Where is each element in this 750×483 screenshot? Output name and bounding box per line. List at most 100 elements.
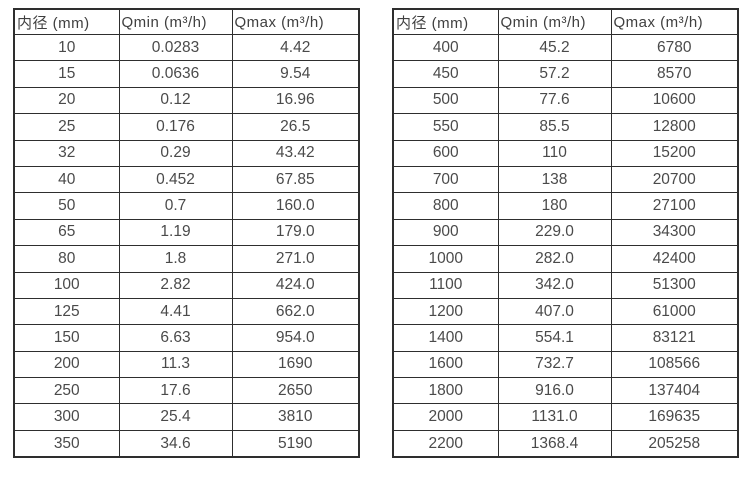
cell-qmin: 1368.4 [497, 429, 612, 458]
table-row: 1200 407.0 61000 [392, 297, 739, 326]
cell-qmin: 25.4 [118, 403, 233, 431]
table-row: 500 77.6 10600 [392, 86, 739, 115]
cell-qmax: 67.85 [231, 165, 360, 194]
column-header-qmax: Qmax (m³/h) [610, 8, 739, 35]
cell-qmin: 180 [497, 192, 612, 220]
cell-diameter: 25 [13, 113, 120, 141]
table-row: 600 110 15200 [392, 139, 739, 167]
table-row: 350 34.6 5190 [13, 429, 360, 458]
table-row: 65 1.19 179.0 [13, 218, 360, 247]
cell-diameter: 40 [13, 165, 120, 194]
cell-qmin: 916.0 [497, 377, 612, 405]
cell-diameter: 1100 [392, 271, 499, 299]
table-row: 400 45.2 6780 [392, 33, 739, 62]
cell-qmax: 2650 [231, 377, 360, 405]
cell-diameter: 150 [13, 324, 120, 352]
cell-diameter: 1000 [392, 245, 499, 273]
cell-diameter: 2000 [392, 403, 499, 431]
cell-qmin: 85.5 [497, 113, 612, 141]
cell-qmin: 17.6 [118, 377, 233, 405]
cell-qmax: 34300 [610, 218, 739, 247]
column-header-diameter: 内径 (mm) [13, 8, 120, 35]
cell-qmax: 61000 [610, 297, 739, 326]
cell-qmin: 0.0636 [118, 60, 233, 88]
cell-diameter: 450 [392, 60, 499, 88]
cell-qmin: 4.41 [118, 297, 233, 326]
cell-qmin: 0.29 [118, 139, 233, 167]
cell-diameter: 400 [392, 33, 499, 62]
table-row: 10 0.0283 4.42 [13, 33, 360, 62]
column-header-qmax: Qmax (m³/h) [231, 8, 360, 35]
cell-diameter: 2200 [392, 429, 499, 458]
cell-diameter: 20 [13, 86, 120, 115]
table-row: 450 57.2 8570 [392, 60, 739, 88]
cell-diameter: 1200 [392, 297, 499, 326]
cell-qmin: 732.7 [497, 350, 612, 379]
cell-qmin: 282.0 [497, 245, 612, 273]
table-row: 50 0.7 160.0 [13, 192, 360, 220]
cell-qmax: 954.0 [231, 324, 360, 352]
cell-diameter: 15 [13, 60, 120, 88]
cell-diameter: 500 [392, 86, 499, 115]
cell-diameter: 700 [392, 165, 499, 194]
cell-qmin: 407.0 [497, 297, 612, 326]
cell-diameter: 800 [392, 192, 499, 220]
cell-qmin: 2.82 [118, 271, 233, 299]
cell-qmax: 1690 [231, 350, 360, 379]
cell-diameter: 80 [13, 245, 120, 273]
cell-diameter: 200 [13, 350, 120, 379]
table-row: 80 1.8 271.0 [13, 245, 360, 273]
cell-qmax: 271.0 [231, 245, 360, 273]
cell-qmin: 77.6 [497, 86, 612, 115]
cell-diameter: 550 [392, 113, 499, 141]
table-row: 700 138 20700 [392, 165, 739, 194]
column-header-diameter: 内径 (mm) [392, 8, 499, 35]
cell-qmax: 8570 [610, 60, 739, 88]
cell-qmin: 0.452 [118, 165, 233, 194]
cell-qmax: 4.42 [231, 33, 360, 62]
table-row: 800 180 27100 [392, 192, 739, 220]
cell-diameter: 900 [392, 218, 499, 247]
cell-qmin: 0.7 [118, 192, 233, 220]
cell-diameter: 10 [13, 33, 120, 62]
cell-qmin: 0.0283 [118, 33, 233, 62]
cell-qmin: 1.8 [118, 245, 233, 273]
table-row: 2200 1368.4 205258 [392, 429, 739, 458]
cell-qmax: 179.0 [231, 218, 360, 247]
table-row: 100 2.82 424.0 [13, 271, 360, 299]
cell-qmax: 5190 [231, 429, 360, 458]
cell-qmax: 137404 [610, 377, 739, 405]
cell-diameter: 100 [13, 271, 120, 299]
table-row: 300 25.4 3810 [13, 403, 360, 431]
cell-diameter: 600 [392, 139, 499, 167]
cell-qmin: 0.176 [118, 113, 233, 141]
cell-diameter: 300 [13, 403, 120, 431]
cell-qmax: 12800 [610, 113, 739, 141]
cell-qmin: 110 [497, 139, 612, 167]
table-row: 1600 732.7 108566 [392, 350, 739, 379]
column-header-qmin: Qmin (m³/h) [497, 8, 612, 35]
table-row: 32 0.29 43.42 [13, 139, 360, 167]
cell-qmax: 662.0 [231, 297, 360, 326]
cell-diameter: 50 [13, 192, 120, 220]
cell-qmin: 6.63 [118, 324, 233, 352]
table-row: 900 229.0 34300 [392, 218, 739, 247]
cell-qmax: 16.96 [231, 86, 360, 115]
cell-diameter: 1800 [392, 377, 499, 405]
cell-qmin: 1131.0 [497, 403, 612, 431]
cell-qmax: 9.54 [231, 60, 360, 88]
cell-qmax: 43.42 [231, 139, 360, 167]
table-row: 1400 554.1 83121 [392, 324, 739, 352]
table-row: 40 0.452 67.85 [13, 165, 360, 194]
cell-diameter: 65 [13, 218, 120, 247]
column-header-qmin: Qmin (m³/h) [118, 8, 233, 35]
header-row: 内径 (mm) Qmin (m³/h) Qmax (m³/h) [392, 8, 739, 35]
cell-qmin: 11.3 [118, 350, 233, 379]
cell-qmax: 83121 [610, 324, 739, 352]
table-row: 1800 916.0 137404 [392, 377, 739, 405]
cell-qmax: 51300 [610, 271, 739, 299]
cell-qmax: 108566 [610, 350, 739, 379]
cell-diameter: 32 [13, 139, 120, 167]
table-row: 25 0.176 26.5 [13, 113, 360, 141]
